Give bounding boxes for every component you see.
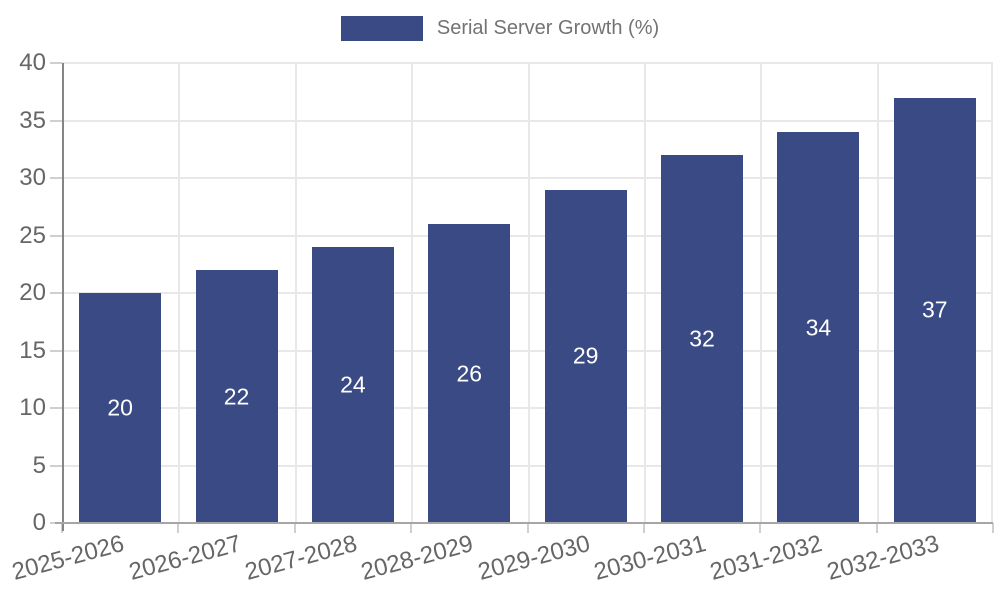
bar-value-label-2028-2029: 26 [456, 360, 483, 386]
gridline-x-boundary-1 [178, 63, 181, 523]
bar-2029-2030 [544, 189, 627, 523]
y-tick-25 [50, 234, 62, 237]
x-tick-label-2028-2029: 2028-2029 [358, 530, 477, 586]
x-axis-line [55, 522, 993, 524]
gridline-x-boundary-3 [411, 63, 414, 523]
x-tick-label-2030-2031: 2030-2031 [591, 530, 710, 586]
y-tick-label-35: 35 [19, 106, 46, 134]
x-tick-boundary-5 [642, 523, 645, 533]
x-tick-boundary-8 [992, 523, 994, 533]
x-tick-boundary-7 [875, 523, 878, 533]
x-tick-label-2026-2027: 2026-2027 [125, 530, 244, 586]
bar-value-label-2031-2032: 34 [805, 314, 832, 340]
gridline-x-boundary-2 [294, 63, 297, 523]
x-tick-label-2029-2030: 2029-2030 [474, 530, 593, 586]
bar-value-label-2030-2031: 32 [689, 325, 715, 352]
bar-value-label-2027-2028: 24 [340, 371, 366, 398]
gridline-x-boundary-4 [527, 63, 530, 523]
bar-2026-2027 [195, 270, 278, 523]
bar-2025-2026 [79, 293, 162, 523]
gridline-x-boundary-8 [991, 63, 993, 523]
y-tick-label-10: 10 [19, 394, 46, 421]
x-tick-boundary-2 [293, 523, 296, 533]
y-tick-label-5: 5 [32, 451, 46, 479]
y-tick-40 [50, 62, 62, 64]
x-tick-label-2025-2026: 2025-2026 [9, 530, 128, 586]
bar-value-label-2029-2030: 29 [572, 342, 599, 369]
legend-label: Serial Server Growth (%) [436, 17, 660, 39]
y-tick-label-20: 20 [19, 279, 46, 306]
legend-swatch [340, 16, 423, 41]
gridline-x-boundary-6 [760, 63, 763, 523]
bar-value-label-2025-2026: 20 [107, 394, 133, 421]
y-tick-label-0: 0 [32, 509, 46, 536]
y-tick-30 [50, 177, 62, 179]
y-tick-label-40: 40 [19, 49, 46, 76]
bar-2028-2029 [428, 224, 511, 523]
x-tick-boundary-3 [410, 523, 413, 533]
gridline-x-boundary-5 [643, 63, 646, 523]
x-tick-boundary-1 [177, 523, 180, 533]
y-tick-20 [50, 292, 62, 294]
chart-legend: Serial Server Growth (%) [0, 16, 1000, 41]
x-tick-boundary-4 [526, 523, 529, 533]
bar-2031-2032 [777, 132, 860, 523]
y-tick-15 [50, 349, 62, 352]
gridline-x-boundary-7 [876, 63, 879, 523]
bar-2032-2033 [893, 97, 976, 523]
plot-area: 20 22 24 26 29 32 34 37 [62, 62, 993, 523]
y-axis-line [62, 63, 64, 531]
x-tick-label-2031-2032: 2031-2032 [707, 530, 826, 586]
y-tick-label-30: 30 [19, 164, 46, 191]
x-tick-boundary-6 [759, 523, 762, 533]
bar-value-label-2026-2027: 22 [223, 383, 250, 409]
bar-2027-2028 [311, 247, 394, 523]
y-tick-label-15: 15 [19, 336, 46, 364]
x-tick-label-2027-2028: 2027-2028 [242, 530, 360, 586]
y-tick-35 [50, 119, 62, 122]
y-tick-label-25: 25 [19, 221, 46, 249]
bar-value-label-2032-2033: 37 [922, 296, 948, 323]
y-tick-10 [50, 407, 62, 409]
bar-2030-2031 [661, 155, 744, 523]
y-tick-5 [50, 464, 62, 467]
x-tick-label-2032-2033: 2032-2033 [823, 530, 942, 586]
